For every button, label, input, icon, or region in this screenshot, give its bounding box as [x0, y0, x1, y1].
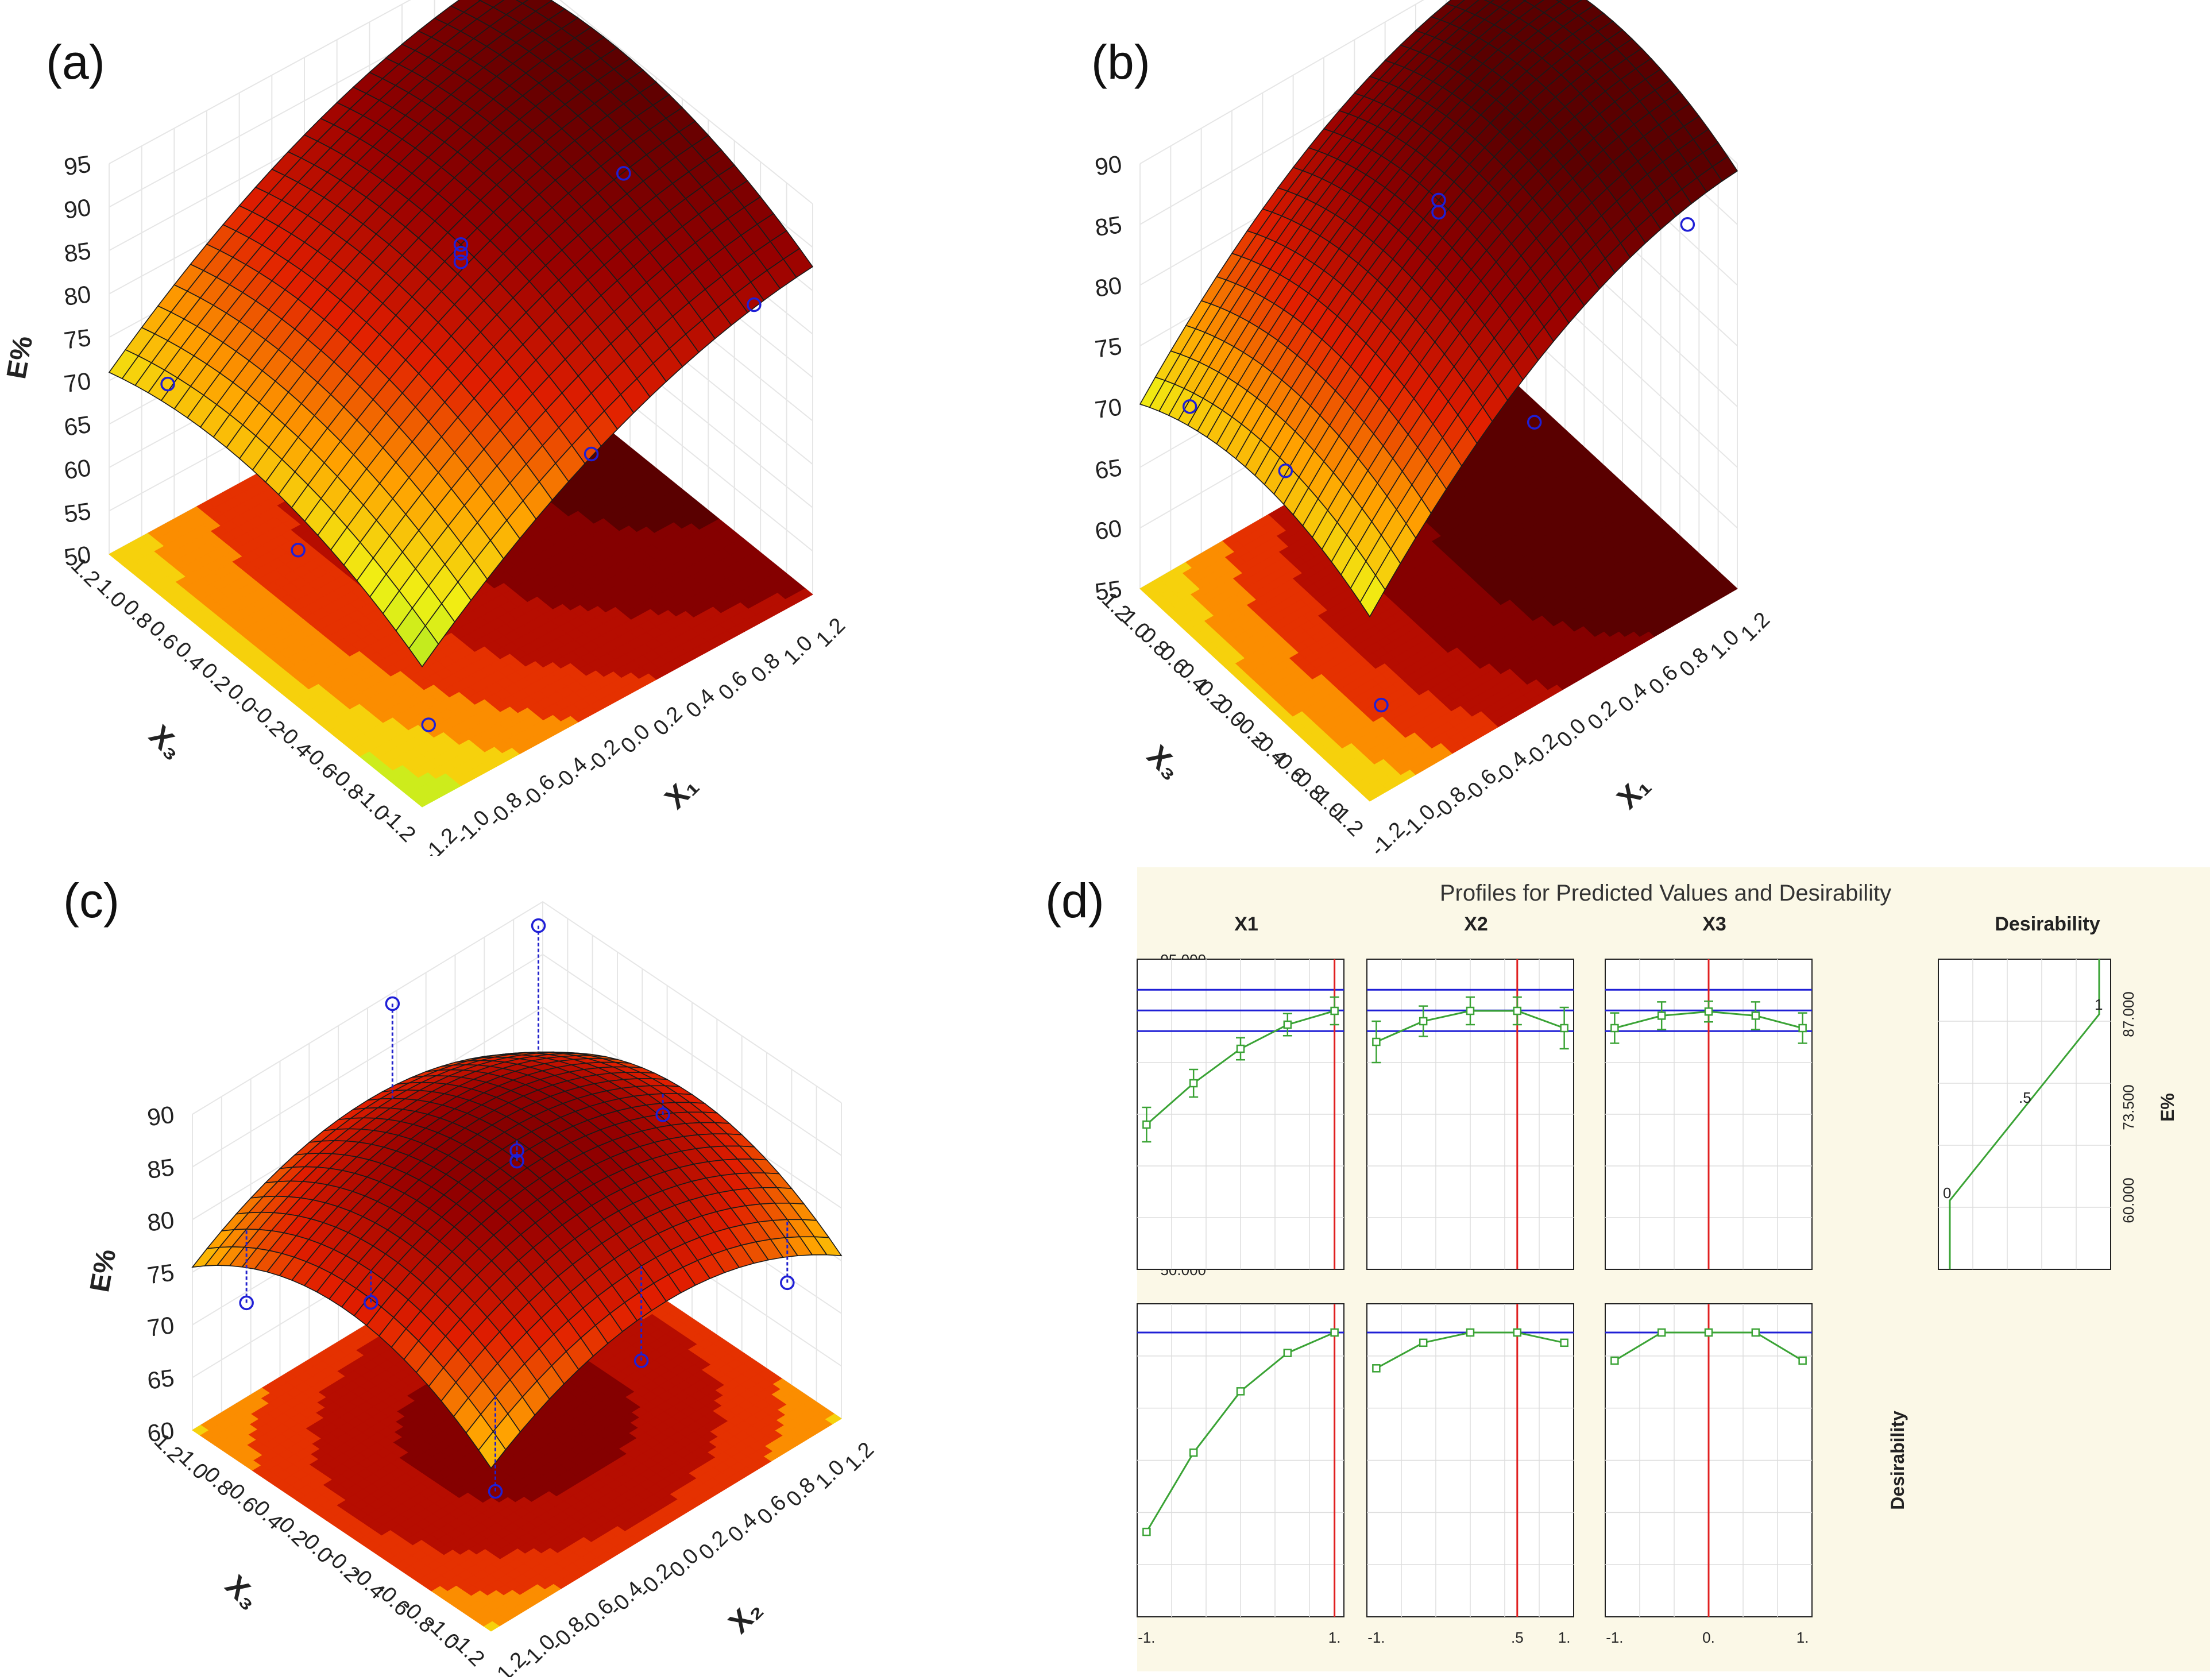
x-tick-label: 1.2: [812, 613, 850, 652]
plot-area: 90858075706560E%-1.2-1.0-0.8-0.6-0.4-0.2…: [84, 902, 879, 1677]
z-tick-label: 70: [62, 367, 92, 397]
panel-label-c: (c): [63, 873, 119, 929]
plot-area: 9085807570656055E%-1.2-1.0-0.8-0.6-0.4-0…: [1091, 0, 1775, 856]
z-tick-label: 75: [62, 324, 92, 354]
x-tick-label: 0.8: [747, 649, 785, 688]
panel-label-b: (b): [1091, 34, 1150, 90]
x-tick-label: 0.6: [714, 666, 752, 705]
surface-chart-c: 90858075706560E%-1.2-1.0-0.8-0.6-0.4-0.2…: [0, 856, 1091, 1677]
z-tick-label: 85: [62, 237, 92, 267]
plot-area: 95908580757065605550E%-1.2-1.0-0.8-0.6-0…: [1, 0, 850, 856]
z-tick-label: 55: [62, 497, 92, 528]
surface-chart-a: 95908580757065605550E%-1.2-1.0-0.8-0.6-0…: [0, 0, 1091, 856]
surface-chart-b: 9085807570656055E%-1.2-1.0-0.8-0.6-0.4-0…: [1091, 0, 2210, 856]
z-tick-label: 80: [1093, 272, 1123, 302]
y-axis-title: X₃: [142, 719, 190, 767]
z-tick-label: 80: [62, 280, 92, 311]
z-tick-label: 85: [1093, 211, 1123, 241]
z-tick-label: 60: [62, 454, 92, 484]
data-point: [1681, 218, 1694, 231]
z-tick-label: 75: [1093, 333, 1123, 363]
z-tick-label: 70: [1093, 393, 1123, 423]
z-axis-title: E%: [1, 334, 38, 381]
x-tick-label: 1.0: [779, 631, 817, 670]
y-axis-title: X₃: [1141, 739, 1188, 787]
x-tick-label: 0.2: [649, 702, 687, 740]
z-tick-label: 95: [62, 150, 92, 180]
panel-label-a: (a): [46, 34, 105, 90]
surface-panel-b: (b) 9085807570656055E%-1.2-1.0-0.8-0.6-0…: [1091, 0, 2210, 856]
z-tick-label: 60: [1093, 515, 1123, 545]
z-tick-label: 90: [62, 194, 92, 224]
z-tick-label: 65: [62, 411, 92, 441]
z-tick-label: 65: [1093, 454, 1123, 484]
x-axis-title: X₁: [659, 769, 705, 816]
z-axis: 9085807570656055E%: [1091, 150, 1123, 605]
x-tick-label: 0.4: [681, 684, 720, 723]
z-tick-label: 90: [1093, 150, 1123, 180]
x-axis-title: X₁: [1611, 769, 1658, 816]
